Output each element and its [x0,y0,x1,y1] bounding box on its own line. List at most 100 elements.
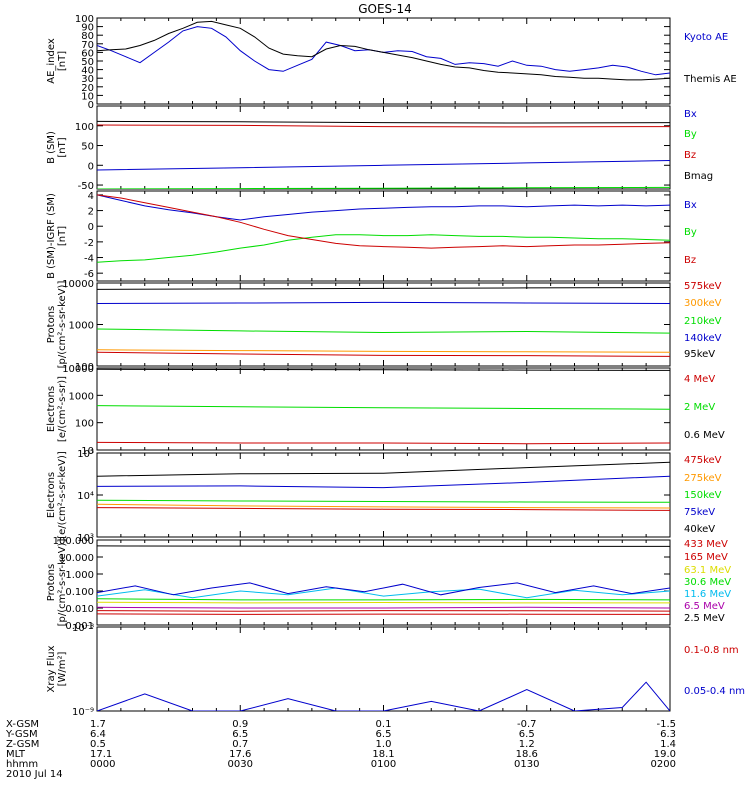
series-line [97,287,670,290]
y-tick-label: 0.100 [65,587,94,598]
y-tick-label: 0 [88,161,94,172]
legend-entry: 40keV [684,524,715,535]
legend-entry: 95keV [684,349,715,360]
y-axis-label: Electrons[e/(cm²-s-sr-keV)] [46,451,68,539]
x-axis-value: 1.0 [376,739,392,750]
y-tick-label: 50 [81,57,94,68]
y-tick-label: 4 [88,191,94,202]
legend-entry: Kyoto AE [684,32,728,43]
legend-entry: 575keV [684,281,722,292]
series-line [97,549,670,550]
x-axis-row-label: Z-GSM [6,739,39,750]
y-axis-label: Xray Flux[W/m²] [46,645,68,692]
legend-entry: 275keV [684,473,722,484]
y-tick-label: -4 [84,254,94,265]
y-tick-label: 100.000 [53,536,94,547]
panel-frame [96,105,671,190]
y-tick-label: -50 [78,181,94,192]
x-axis-table: X-GSM 1.7 0.9 0.1 -0.7 -1.5 Y-GSM 6.4 6.5 6.5 6.5 6… [5,719,676,780]
y-tick-label: 2 [88,207,94,218]
x-axis-row-label: MLT [6,749,26,760]
legend-entry: 2.5 MeV [684,613,725,624]
x-axis-value: 0.7 [232,739,248,750]
panels: 0102030405060708090100AE_index[nT]Kyoto … [46,14,745,718]
series-line [97,194,670,221]
series-line [97,503,670,509]
x-axis-value: 0.5 [90,739,106,750]
y-tick-label: 20 [81,83,94,94]
y-tick-label: 100 [75,419,94,430]
series-line [97,606,670,609]
x-axis-value: 0030 [228,759,253,770]
legend-entry: Bz [684,255,696,266]
series-line [97,405,670,410]
x-axis-value: 1.7 [90,719,106,730]
x-axis-value: 18.6 [516,749,538,760]
y-tick-label: 60 [81,48,94,59]
y-tick-label: 1000 [69,321,94,332]
x-axis-row-label: X-GSM [6,719,39,730]
x-axis-value: 18.1 [372,749,394,760]
x-axis-value: 6.3 [660,729,676,740]
series-line [97,349,670,353]
y-tick-label: 10000 [62,364,94,375]
series-line [97,120,670,124]
legend-entry: 150keV [684,490,722,501]
y-tick-label: 10³ [77,533,94,544]
y-tick-label: 10 [81,446,94,457]
series-line [97,26,670,76]
panel-frame [96,539,671,626]
series-line [97,545,670,547]
series-line [97,613,670,615]
x-axis-value: 0.9 [232,719,248,730]
panel-6: 10³ 10⁴ 10⁵ Electrons[e/(cm²-s-sr-keV)] 475k… [46,449,722,544]
series-line [97,301,670,304]
y-axis-label: Protons[p/(cm²-s-sr-keV)] [46,281,68,369]
x-axis-value: 19.0 [654,749,676,760]
panel-2: -50 0 50 100 B (SM)[nT] Bx By Bz Bmag [46,105,713,192]
panel-frame [96,626,671,712]
series-line [97,194,670,249]
series-line [97,507,670,511]
y-tick-label: 10.000 [59,553,94,564]
legend-entry: Bz [684,150,696,161]
y-axis-label: Protons[p/(cm²-s-sr-keV)] [46,539,68,627]
panel-8: 10⁻⁹ 10⁻⁸ Xray Flux[W/m²] 0.1-0.8 nm 0.05-0.… [46,549,745,718]
legend-entry: 11.6 MeV [684,589,731,600]
y-tick-label: 40 [81,66,94,77]
y-axis-label: Electrons[e/(cm²-s-sr)] [46,376,68,442]
y-tick-label: 80 [81,31,94,42]
y-tick-label: 0 [88,100,94,111]
legend-entry: 63.1 MeV [684,565,731,576]
legend-entry: 300keV [684,298,722,309]
x-axis-value: 0200 [651,759,676,770]
series-line [97,351,670,357]
legend-entry: By [684,227,697,238]
y-tick-label: 100 [75,362,94,373]
y-tick-label: 10⁴ [77,491,94,502]
legend-entry: 0.05-0.4 nm [684,686,745,697]
y-tick-label: 90 [81,23,94,34]
y-axis-label: B (SM)[nT] [46,131,68,164]
y-tick-label: 70 [81,40,94,51]
series-line [97,461,670,477]
series-line [97,441,670,445]
series-line [97,186,670,189]
series-line [97,234,670,263]
legend-entry: Bx [684,200,697,211]
x-axis-value: 6.5 [376,729,392,740]
y-tick-label: 0.001 [65,621,94,632]
y-tick-label: -2 [84,238,94,249]
y-tick-label: 30 [81,74,94,85]
x-axis-value: -1.5 [656,719,676,730]
legend-entry: Themis AE [683,74,737,85]
series-line [97,610,670,612]
legend-entry: 0.6 MeV [684,430,725,441]
x-axis-value: 6.4 [90,729,106,740]
y-tick-label: 0 [88,222,94,233]
x-axis-value: 0.1 [376,719,392,730]
panel-7: 0.001 0.010 0.100 1.000 10.000 100.000Protons… [46,536,731,632]
legend-entry: 2 MeV [684,402,715,413]
legend-entry: 433 MeV [684,539,728,550]
